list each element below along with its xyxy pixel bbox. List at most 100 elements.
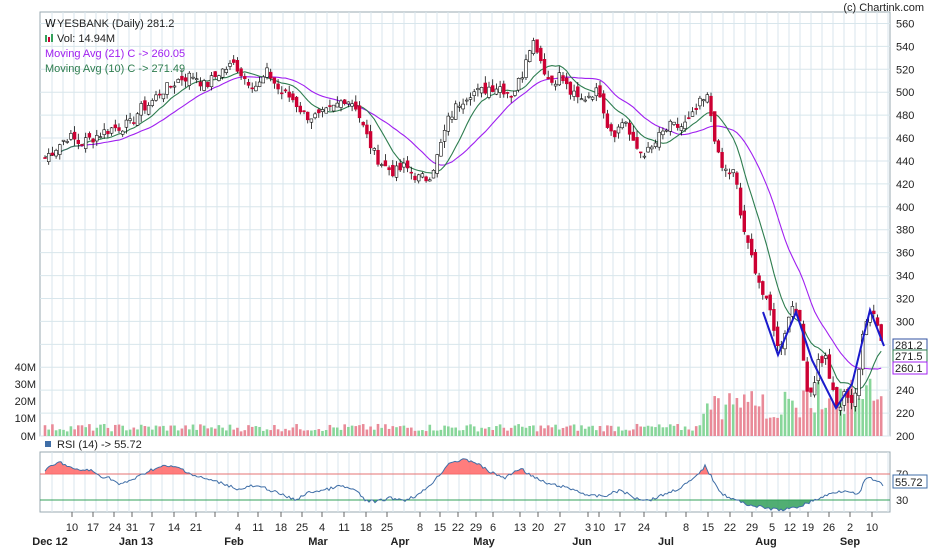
price-tick-label: 540 <box>896 41 914 53</box>
volume-bar <box>376 423 380 436</box>
candle-body <box>761 281 765 295</box>
candle-body <box>217 75 221 81</box>
volume-bar <box>750 391 753 436</box>
price-marker-label: 260.1 <box>895 363 923 375</box>
volume-bar <box>805 383 809 436</box>
candle-body <box>746 235 750 243</box>
gridlines <box>40 12 890 512</box>
volume-bar <box>77 425 80 436</box>
volume-bar <box>361 424 365 436</box>
volume-bar <box>657 424 661 436</box>
candle-body <box>146 105 151 115</box>
volume-bar <box>528 425 531 436</box>
volume-bar <box>188 429 191 436</box>
candle-body <box>320 109 325 112</box>
price-tick-label: 520 <box>896 64 914 76</box>
candle-body <box>106 130 110 135</box>
volume-bar <box>687 429 691 436</box>
x-month-label: Dec 12 <box>32 536 67 548</box>
volume-bar <box>480 427 483 436</box>
x-day-label: 31 <box>126 522 138 534</box>
x-month-label: Jul <box>658 536 674 548</box>
candle-body <box>757 275 761 283</box>
candle-body <box>280 92 284 95</box>
candle-body <box>379 164 384 166</box>
volume-bar <box>598 426 602 436</box>
candle-body <box>450 116 454 120</box>
candle-body <box>738 187 743 216</box>
x-day-label: 8 <box>417 522 423 534</box>
candle-body <box>331 104 336 112</box>
volume-bar <box>569 425 572 436</box>
candle-body <box>472 91 476 96</box>
candle-body <box>135 113 140 126</box>
volume-bar <box>772 417 776 436</box>
volume-bar <box>506 430 509 436</box>
candle-body <box>265 67 269 78</box>
volume-bar <box>809 408 813 436</box>
volume-bar <box>162 425 165 436</box>
volume-bar <box>339 429 343 436</box>
candle-body <box>653 142 658 147</box>
candle-body <box>624 121 628 124</box>
x-day-label: 29 <box>746 522 758 534</box>
candle-body <box>823 355 828 359</box>
rsi-overbought-fill <box>45 458 890 474</box>
candle-body <box>268 71 273 79</box>
x-day-label: 14 <box>168 522 180 534</box>
volume-bar <box>191 424 195 436</box>
candle-body <box>650 146 654 150</box>
candle-body <box>183 77 188 82</box>
candle-body <box>298 105 302 113</box>
volume-bar <box>613 431 617 436</box>
candle-body <box>831 382 835 390</box>
candle-body <box>635 137 639 149</box>
volume-bar <box>524 427 528 436</box>
x-day-label: 15 <box>702 522 714 534</box>
volume-bar <box>88 424 91 436</box>
pattern-line <box>762 306 885 410</box>
volume-bar <box>91 430 95 436</box>
candle-body <box>61 139 66 142</box>
volume-bar <box>831 402 835 436</box>
x-day-label: 22 <box>724 522 736 534</box>
volume-bar <box>817 381 820 436</box>
candle-body <box>313 113 317 119</box>
candle-body <box>494 88 499 95</box>
volume-bar <box>302 430 306 436</box>
volume-bar <box>820 409 824 436</box>
candle-body <box>568 81 573 95</box>
candle-body <box>376 149 380 165</box>
volume-bar <box>743 394 746 436</box>
chart-title: YESBANK (Daily) 281.2 <box>57 18 174 30</box>
candle-body <box>701 99 706 102</box>
volume-bar <box>632 429 635 436</box>
volume-bar <box>857 398 861 436</box>
volume-bar <box>461 430 465 436</box>
candle-body <box>302 110 306 113</box>
price-marker-box <box>892 361 928 375</box>
volume-bar <box>535 431 539 436</box>
volume-bar <box>354 426 358 436</box>
volume-bar <box>539 425 543 436</box>
volume-bar <box>443 425 446 436</box>
volume-bar <box>321 430 324 436</box>
volume-bar <box>691 430 694 436</box>
candle-body <box>505 92 510 94</box>
candle-body <box>65 141 69 143</box>
candle-body <box>590 96 595 100</box>
volume-bar <box>706 403 709 436</box>
volume-tick-label: 40M <box>15 362 36 374</box>
volume-bar <box>369 426 372 436</box>
volume-bar <box>654 427 657 436</box>
candle-body <box>487 86 491 98</box>
vol-legend-icon <box>51 34 53 42</box>
x-day-label: 13 <box>514 522 526 534</box>
volume-bar <box>358 425 361 436</box>
candle-body <box>80 144 84 146</box>
volume-bar <box>176 430 180 436</box>
volume-bar <box>328 424 332 436</box>
volume-bar <box>284 428 287 436</box>
candle-body <box>213 71 217 77</box>
